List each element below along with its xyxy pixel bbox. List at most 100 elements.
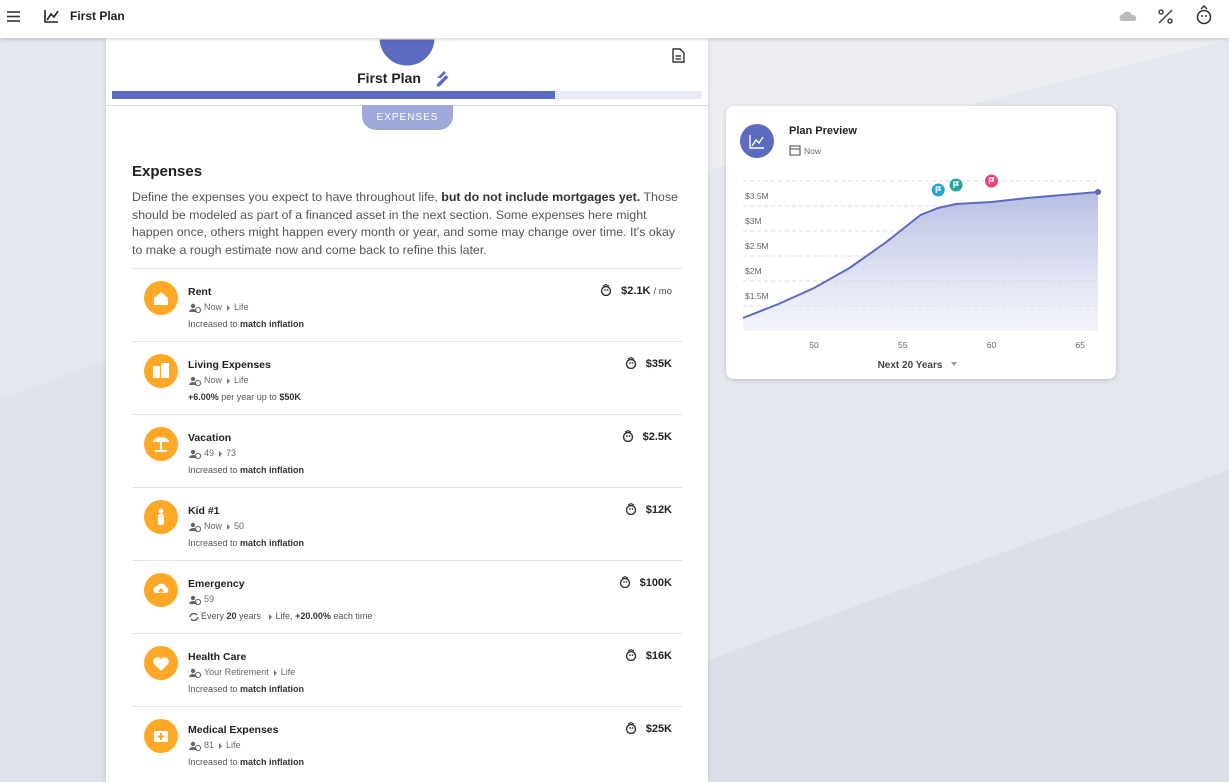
description-emphasis: but do not include mortgages yet. — [441, 190, 641, 204]
expense-row[interactable]: Living Expenses Now Life +6.00% per year up… — [132, 341, 682, 414]
expense-icon — [144, 427, 178, 461]
description-text: Those should be modeled as part of a fin… — [132, 190, 678, 257]
app-logo — [44, 10, 59, 23]
person-clock-icon — [189, 595, 202, 605]
expense-growth: Increased to match inflation — [188, 538, 304, 548]
expense-growth: +6.00% per year up to $50K — [188, 392, 301, 402]
notes-button[interactable] — [672, 48, 685, 63]
plan-avatar — [376, 38, 438, 69]
expenses-tab[interactable]: EXPENSES — [362, 105, 453, 130]
growth-text: Increased to — [188, 538, 241, 548]
x-tick-label: 55 — [898, 340, 908, 350]
amount-value: $100K — [639, 577, 672, 589]
y-tick-label: $3M — [745, 216, 762, 226]
growth-emphasis: match inflation — [240, 465, 305, 475]
expense-glyph — [153, 657, 169, 671]
expense-icon — [144, 573, 178, 607]
expense-list: Rent Now Life Increased to match inflation $… — [132, 268, 682, 779]
expense-row[interactable]: Kid #1 Now 50 Increased to match inflation $… — [132, 487, 682, 560]
expense-row[interactable]: Medical Expenses 81 Life Increased to match… — [132, 706, 682, 779]
expense-icon — [144, 281, 178, 315]
chart-subtitle: Now — [804, 146, 822, 156]
expense-icon — [144, 719, 178, 753]
growth-text: Increased to — [188, 757, 241, 767]
menu-button[interactable] — [7, 11, 20, 22]
timeline-point: 49 — [204, 448, 215, 458]
expense-timeline: Now 50 — [188, 521, 244, 532]
growth-text: per year up to — [218, 392, 280, 402]
progress-fill — [112, 91, 555, 99]
expense-row[interactable]: Rent Now Life Increased to match inflation $… — [132, 268, 682, 341]
plan-preview-chart: Plan Preview Now Next 20 Years $1.5M $2M $… — [740, 124, 1101, 371]
range-selector[interactable]: Next 20 Years — [878, 360, 943, 371]
expense-row[interactable]: Health Care Your Retirement Life Increased … — [132, 633, 682, 706]
timeline-point: Now — [204, 302, 223, 312]
chart-title: Plan Preview — [789, 125, 857, 137]
expense-growth: Every 20 years Life, +20.00% each time — [188, 611, 372, 622]
timeline-point: Life — [234, 302, 249, 312]
growth-text: years — [236, 611, 264, 621]
expense-amount: $25K — [624, 721, 672, 735]
progress-bar — [112, 91, 702, 99]
person-clock-icon — [189, 522, 202, 532]
arrow-separator — [219, 450, 223, 457]
expense-timeline: 59 — [188, 594, 214, 605]
growth-emphasis: 20 — [226, 611, 237, 621]
expense-glyph — [153, 583, 169, 597]
expense-amount: $2.1K / mo — [599, 283, 672, 297]
y-tick-label: $2.5M — [745, 241, 769, 251]
expense-name: Kid #1 — [188, 505, 220, 517]
frequency-icon — [625, 721, 636, 734]
event-glyph — [988, 177, 995, 184]
frequency-icon — [619, 575, 630, 588]
edit-button[interactable] — [434, 69, 454, 89]
end-point — [1095, 189, 1101, 195]
expense-row[interactable]: Vacation 49 73 Increased to match inflation… — [132, 414, 682, 487]
expense-row[interactable]: Emergency 59 Every 20 years Life, +20.00% … — [132, 560, 682, 633]
plan-title: First Plan — [357, 70, 421, 86]
arrow-separator — [219, 742, 223, 749]
expense-glyph — [153, 437, 169, 452]
growth-text: Increased to — [188, 684, 241, 694]
expense-timeline: 49 73 — [188, 448, 236, 459]
person-clock-icon — [189, 741, 202, 751]
person-clock-icon — [189, 668, 202, 678]
arrow-separator — [227, 377, 231, 384]
growth-emphasis: +20.00% — [295, 611, 331, 621]
amount-value: $25K — [645, 723, 672, 735]
timeline-point: 73 — [226, 448, 237, 458]
expense-icon — [144, 354, 178, 388]
expense-name: Medical Expenses — [188, 724, 279, 736]
expense-name: Health Care — [188, 651, 247, 663]
expense-icon — [144, 646, 178, 680]
expense-amount: $100K — [618, 575, 672, 589]
cloud-button[interactable] — [1119, 11, 1137, 21]
expense-name: Living Expenses — [188, 359, 271, 371]
amount-value: $16K — [645, 650, 672, 662]
expense-name: Vacation — [188, 432, 232, 444]
growth-emphasis: match inflation — [240, 319, 305, 329]
tools-button[interactable] — [1158, 9, 1173, 24]
range-dropdown[interactable] — [951, 362, 957, 366]
app-bar-icons — [7, 4, 1212, 25]
y-tick-label: $1.5M — [745, 291, 769, 301]
edit-button[interactable] — [437, 71, 446, 78]
calendar-icon — [789, 145, 801, 156]
expense-amount: $16K — [624, 648, 672, 662]
growth-text: Life, — [275, 611, 296, 621]
timeline-point: 59 — [204, 594, 215, 604]
person-clock-icon — [189, 303, 202, 313]
amount-value: $2.5K — [642, 431, 672, 443]
account-button[interactable] — [1196, 4, 1212, 25]
amount-value: $12K — [645, 504, 672, 516]
chart-avatar-icon — [749, 135, 764, 149]
amount-value: $2.1K — [621, 285, 651, 297]
growth-text: Increased to — [188, 319, 241, 329]
expense-timeline: 81 Life — [188, 740, 241, 751]
frequency-icon — [625, 502, 636, 515]
expense-glyph — [153, 363, 169, 378]
plan-card: First Plan EXPENSES Expenses Define the … — [106, 38, 708, 782]
frequency-icon — [625, 648, 636, 661]
section-title: Expenses — [132, 163, 203, 180]
expense-amount: $2.5K — [621, 429, 672, 443]
